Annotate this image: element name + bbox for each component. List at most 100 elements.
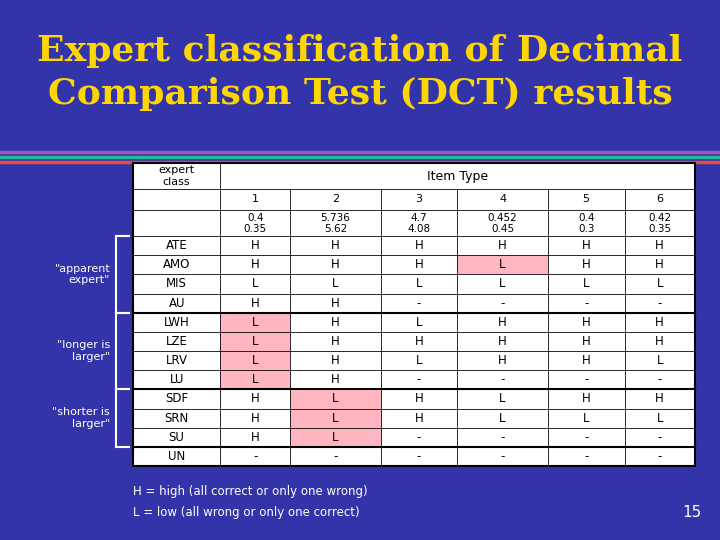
Bar <box>624 274 695 294</box>
Bar <box>290 190 381 210</box>
Text: H: H <box>582 393 590 406</box>
Text: L: L <box>332 431 338 444</box>
Text: L: L <box>252 316 258 329</box>
Bar <box>548 370 624 389</box>
Bar <box>220 190 290 210</box>
Bar <box>457 210 548 236</box>
Text: L: L <box>252 373 258 386</box>
Bar <box>457 428 548 447</box>
Bar <box>133 236 220 255</box>
Bar <box>133 274 220 294</box>
Text: -: - <box>657 450 662 463</box>
Text: -: - <box>500 431 505 444</box>
Bar <box>624 332 695 351</box>
Bar <box>133 370 220 389</box>
Text: SRN: SRN <box>165 411 189 424</box>
Text: H: H <box>498 239 507 252</box>
Text: 4.7: 4.7 <box>410 213 428 223</box>
Bar <box>220 409 290 428</box>
Text: H: H <box>655 335 664 348</box>
Bar <box>548 274 624 294</box>
Text: 0.35: 0.35 <box>243 224 267 234</box>
Bar <box>381 332 457 351</box>
Text: -: - <box>657 431 662 444</box>
Text: -: - <box>417 296 421 309</box>
Bar <box>548 313 624 332</box>
Bar <box>457 351 548 370</box>
Text: 0.4: 0.4 <box>247 213 264 223</box>
Bar <box>381 370 457 389</box>
Text: 6: 6 <box>656 194 663 205</box>
Text: H: H <box>331 258 340 271</box>
Bar <box>290 274 381 294</box>
Bar <box>624 236 695 255</box>
Text: L: L <box>500 411 506 424</box>
Bar <box>133 210 220 236</box>
Text: 0.45: 0.45 <box>491 224 514 234</box>
Bar <box>290 351 381 370</box>
Bar <box>133 447 220 466</box>
Text: "apparent
expert": "apparent expert" <box>55 264 110 285</box>
Bar <box>457 294 548 313</box>
Text: SDF: SDF <box>165 393 188 406</box>
Text: H: H <box>582 239 590 252</box>
Bar <box>457 190 548 210</box>
Bar <box>624 255 695 274</box>
Bar <box>548 351 624 370</box>
Bar <box>220 447 290 466</box>
Bar <box>290 236 381 255</box>
Text: H: H <box>251 411 260 424</box>
Text: -: - <box>657 373 662 386</box>
Text: Item Type: Item Type <box>427 170 488 183</box>
Text: L: L <box>252 278 258 291</box>
Text: 5: 5 <box>582 194 590 205</box>
Text: L: L <box>252 335 258 348</box>
Bar <box>220 255 290 274</box>
Text: H: H <box>655 239 664 252</box>
Bar <box>624 389 695 409</box>
Bar <box>548 428 624 447</box>
Bar <box>457 332 548 351</box>
Bar <box>290 447 381 466</box>
Text: H: H <box>582 335 590 348</box>
Text: H: H <box>582 258 590 271</box>
Text: L: L <box>332 278 338 291</box>
Text: 5.62: 5.62 <box>324 224 347 234</box>
Text: H: H <box>655 393 664 406</box>
Text: L: L <box>500 258 506 271</box>
Text: H = high (all correct or only one wrong): H = high (all correct or only one wrong) <box>133 485 368 498</box>
Text: -: - <box>500 373 505 386</box>
Text: H: H <box>251 393 260 406</box>
Text: UN: UN <box>168 450 185 463</box>
Text: H: H <box>251 239 260 252</box>
Bar <box>133 294 220 313</box>
Bar <box>290 294 381 313</box>
Text: AMO: AMO <box>163 258 190 271</box>
Text: H: H <box>498 335 507 348</box>
Text: H: H <box>582 354 590 367</box>
Bar <box>624 294 695 313</box>
Text: L: L <box>583 411 590 424</box>
Text: "longer is
larger": "longer is larger" <box>57 340 110 362</box>
Text: L: L <box>415 354 422 367</box>
Text: H: H <box>415 393 423 406</box>
Text: -: - <box>584 296 588 309</box>
Text: H: H <box>655 258 664 271</box>
Bar <box>381 313 457 332</box>
Bar <box>624 351 695 370</box>
Text: L: L <box>252 354 258 367</box>
Bar <box>624 447 695 466</box>
Text: expert
class: expert class <box>158 165 194 187</box>
Bar <box>381 255 457 274</box>
Text: L: L <box>500 278 506 291</box>
Bar <box>133 332 220 351</box>
Bar <box>133 190 220 210</box>
Bar <box>548 255 624 274</box>
Text: L: L <box>415 316 422 329</box>
Bar <box>457 447 548 466</box>
Bar <box>220 332 290 351</box>
Text: L: L <box>332 411 338 424</box>
Text: 0.35: 0.35 <box>648 224 671 234</box>
Bar <box>548 210 624 236</box>
Bar <box>381 274 457 294</box>
